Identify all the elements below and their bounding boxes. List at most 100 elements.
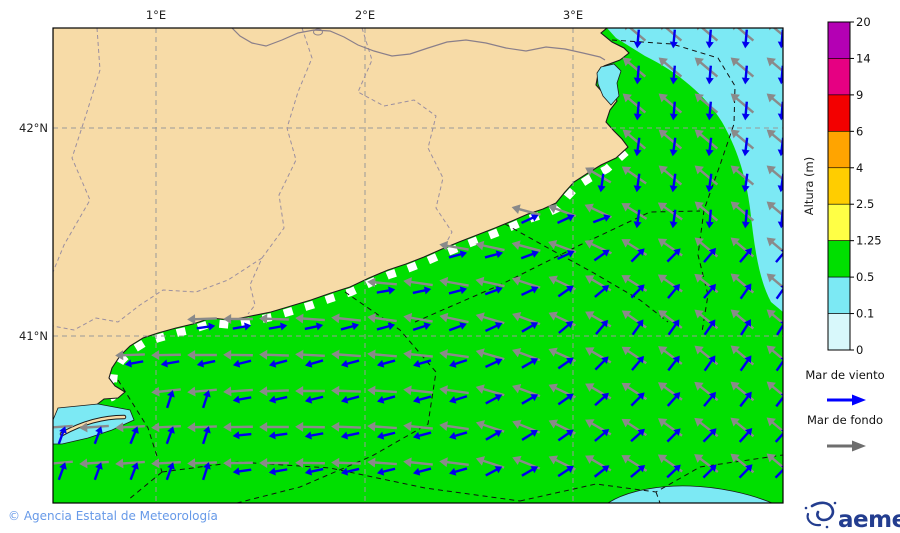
wind-arrow — [485, 394, 503, 405]
wind-arrow — [232, 322, 252, 331]
wind-arrow — [201, 426, 211, 445]
swell-arrow — [766, 165, 783, 186]
wind-arrow — [201, 462, 211, 481]
wind-arrow — [703, 283, 717, 299]
wind-arrow — [376, 359, 396, 368]
wind-arrow — [340, 359, 360, 368]
swell-arrow — [151, 422, 181, 433]
swell-arrow — [694, 201, 719, 222]
swell-arrow — [622, 129, 647, 150]
wind-arrow — [449, 395, 468, 404]
coastal-nodata-band — [61, 149, 629, 436]
wind-arrow — [485, 358, 503, 369]
wind-arrow — [521, 358, 539, 369]
maritime-zone-boundaries — [117, 39, 783, 503]
wind-arrow — [669, 137, 678, 157]
wind-arrow — [340, 431, 360, 440]
wind-arrow — [376, 467, 396, 476]
wind-arrow — [741, 137, 750, 157]
wind-arrow — [449, 467, 468, 476]
swell-arrow — [367, 277, 397, 288]
wind-arrow — [340, 395, 360, 404]
swell-arrow — [367, 457, 397, 468]
colorbar: 20 14 9 6 4 2.5 1.25 0.5 0.1 0 — [827, 15, 882, 357]
aemet-logo: aemet — [804, 501, 900, 533]
wind-arrow — [667, 355, 680, 372]
swell-arrow — [766, 93, 783, 114]
swell-arrow — [259, 458, 289, 468]
wind-arrow — [268, 467, 288, 476]
swell-arrow — [331, 457, 361, 468]
swell-arrow — [439, 385, 469, 395]
swell-arrow — [439, 457, 469, 468]
wind-arrow — [630, 284, 645, 299]
wind-arrow — [633, 65, 642, 85]
wind-arrow — [775, 283, 783, 300]
swell-arrow — [621, 166, 647, 185]
wind-arrow — [669, 173, 678, 193]
swell-arrow — [766, 417, 783, 438]
wind-arrow — [93, 426, 103, 445]
swell-arrow — [621, 203, 648, 220]
swell-arrow — [511, 204, 541, 217]
wind-arrow — [669, 101, 678, 121]
wind-arrow — [557, 393, 574, 406]
wind-arrow — [232, 431, 252, 440]
wind-arrow — [666, 392, 681, 407]
swell-arrow — [223, 458, 253, 469]
wind-arrow — [305, 359, 324, 368]
wind-arrow — [268, 395, 288, 404]
wind-arrow — [304, 395, 324, 404]
lake-outline — [313, 28, 323, 36]
swell-arrow — [766, 57, 783, 78]
wind-arrow — [558, 320, 574, 334]
swell-arrow — [223, 349, 253, 360]
wind-arrow — [448, 250, 468, 259]
wind-arrow — [304, 322, 324, 331]
swell-arrow — [622, 57, 647, 78]
swell-arrow — [151, 458, 181, 469]
wind-arrow — [630, 248, 645, 263]
wind-arrow — [412, 395, 432, 404]
wind-arrow — [485, 466, 503, 477]
swell-arrow-icon — [827, 440, 866, 452]
wind-arrow — [196, 359, 216, 368]
wind-arrow — [739, 283, 752, 300]
wind-arrow — [703, 355, 716, 372]
swell-arrow — [511, 240, 541, 253]
swell-arrow — [331, 385, 361, 396]
swell-arrow — [439, 312, 469, 324]
wind-arrow — [412, 286, 432, 295]
sea-cyan-ebro-lagoon — [53, 403, 135, 445]
swell-arrow — [622, 93, 647, 114]
sea-cyan-roses-bay — [596, 63, 622, 106]
swell-arrow — [658, 57, 683, 78]
swell-arrow — [331, 421, 361, 432]
wind-arrow — [594, 392, 609, 407]
swell-arrow — [295, 349, 325, 360]
swell-arrow — [475, 276, 505, 288]
lon-label-1e: 1°E — [146, 8, 166, 22]
swell-arrow — [259, 313, 289, 324]
swell-arrow — [475, 456, 505, 469]
wind-arrow — [93, 462, 103, 481]
wind-arrow — [557, 285, 574, 298]
wind-arrow — [597, 173, 606, 193]
swell-arrow — [295, 421, 325, 432]
swell-arrow — [115, 350, 145, 361]
wind-arrow — [377, 395, 396, 404]
wind-arrow — [633, 137, 642, 157]
wind-arrow — [740, 319, 751, 336]
wind-arrow — [165, 390, 175, 409]
wind-arrow — [705, 29, 714, 49]
swell-arrow — [403, 421, 433, 432]
swell-arrow — [223, 314, 253, 324]
lat-label-41n: 41°N — [19, 329, 48, 343]
swell-arrow — [79, 458, 109, 469]
wind-arrow — [521, 394, 539, 405]
swell-arrow — [766, 453, 783, 474]
swell-arrow — [766, 345, 783, 366]
wind-arrow — [666, 428, 681, 443]
wind-arrow — [520, 250, 539, 260]
wind-arrow — [268, 322, 288, 331]
